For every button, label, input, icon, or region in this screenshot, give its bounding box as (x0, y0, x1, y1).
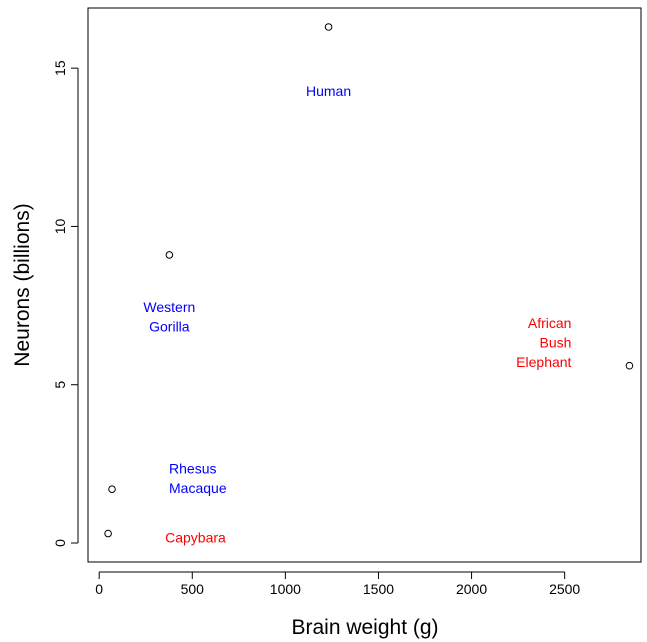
x-tick-label: 2000 (456, 581, 487, 597)
x-tick-label: 2500 (549, 581, 580, 597)
data-points (104, 23, 634, 538)
y-tick-label: 10 (52, 218, 68, 234)
point-label: African (528, 315, 572, 331)
plot-frame (87, 7, 642, 563)
x-tick-label: 0 (95, 581, 103, 597)
y-axis-title: Neurons (billions) (11, 203, 34, 366)
point-label: Gorilla (149, 319, 190, 335)
data-point (324, 23, 333, 31)
point-label: Rhesus (169, 460, 216, 476)
y-tick-label: 15 (52, 60, 68, 76)
point-label: Capybara (165, 530, 226, 546)
point-label: Elephant (516, 354, 571, 370)
point-label: Human (306, 83, 351, 99)
x-tick-label: 500 (181, 581, 205, 597)
data-point (165, 251, 174, 259)
point-label: Macaque (169, 480, 227, 496)
data-point (104, 529, 112, 538)
x-tick-label: 1500 (363, 581, 394, 597)
y-tick-label: 0 (52, 539, 68, 547)
x-tick-label: 1000 (270, 581, 301, 597)
x-axis-title: Brain weight (g) (291, 616, 438, 639)
y-tick-label: 5 (52, 381, 68, 389)
point-labels: Human Western Gorilla African Bush Elephant Rh… (143, 83, 571, 546)
point-label: Western (143, 299, 195, 315)
data-point (625, 361, 634, 370)
data-point (108, 485, 116, 493)
point-label: Bush (540, 335, 572, 351)
y-axis: 0 5 10 15 (52, 60, 79, 547)
x-axis: 0 500 1000 1500 2000 2500 (95, 571, 580, 597)
